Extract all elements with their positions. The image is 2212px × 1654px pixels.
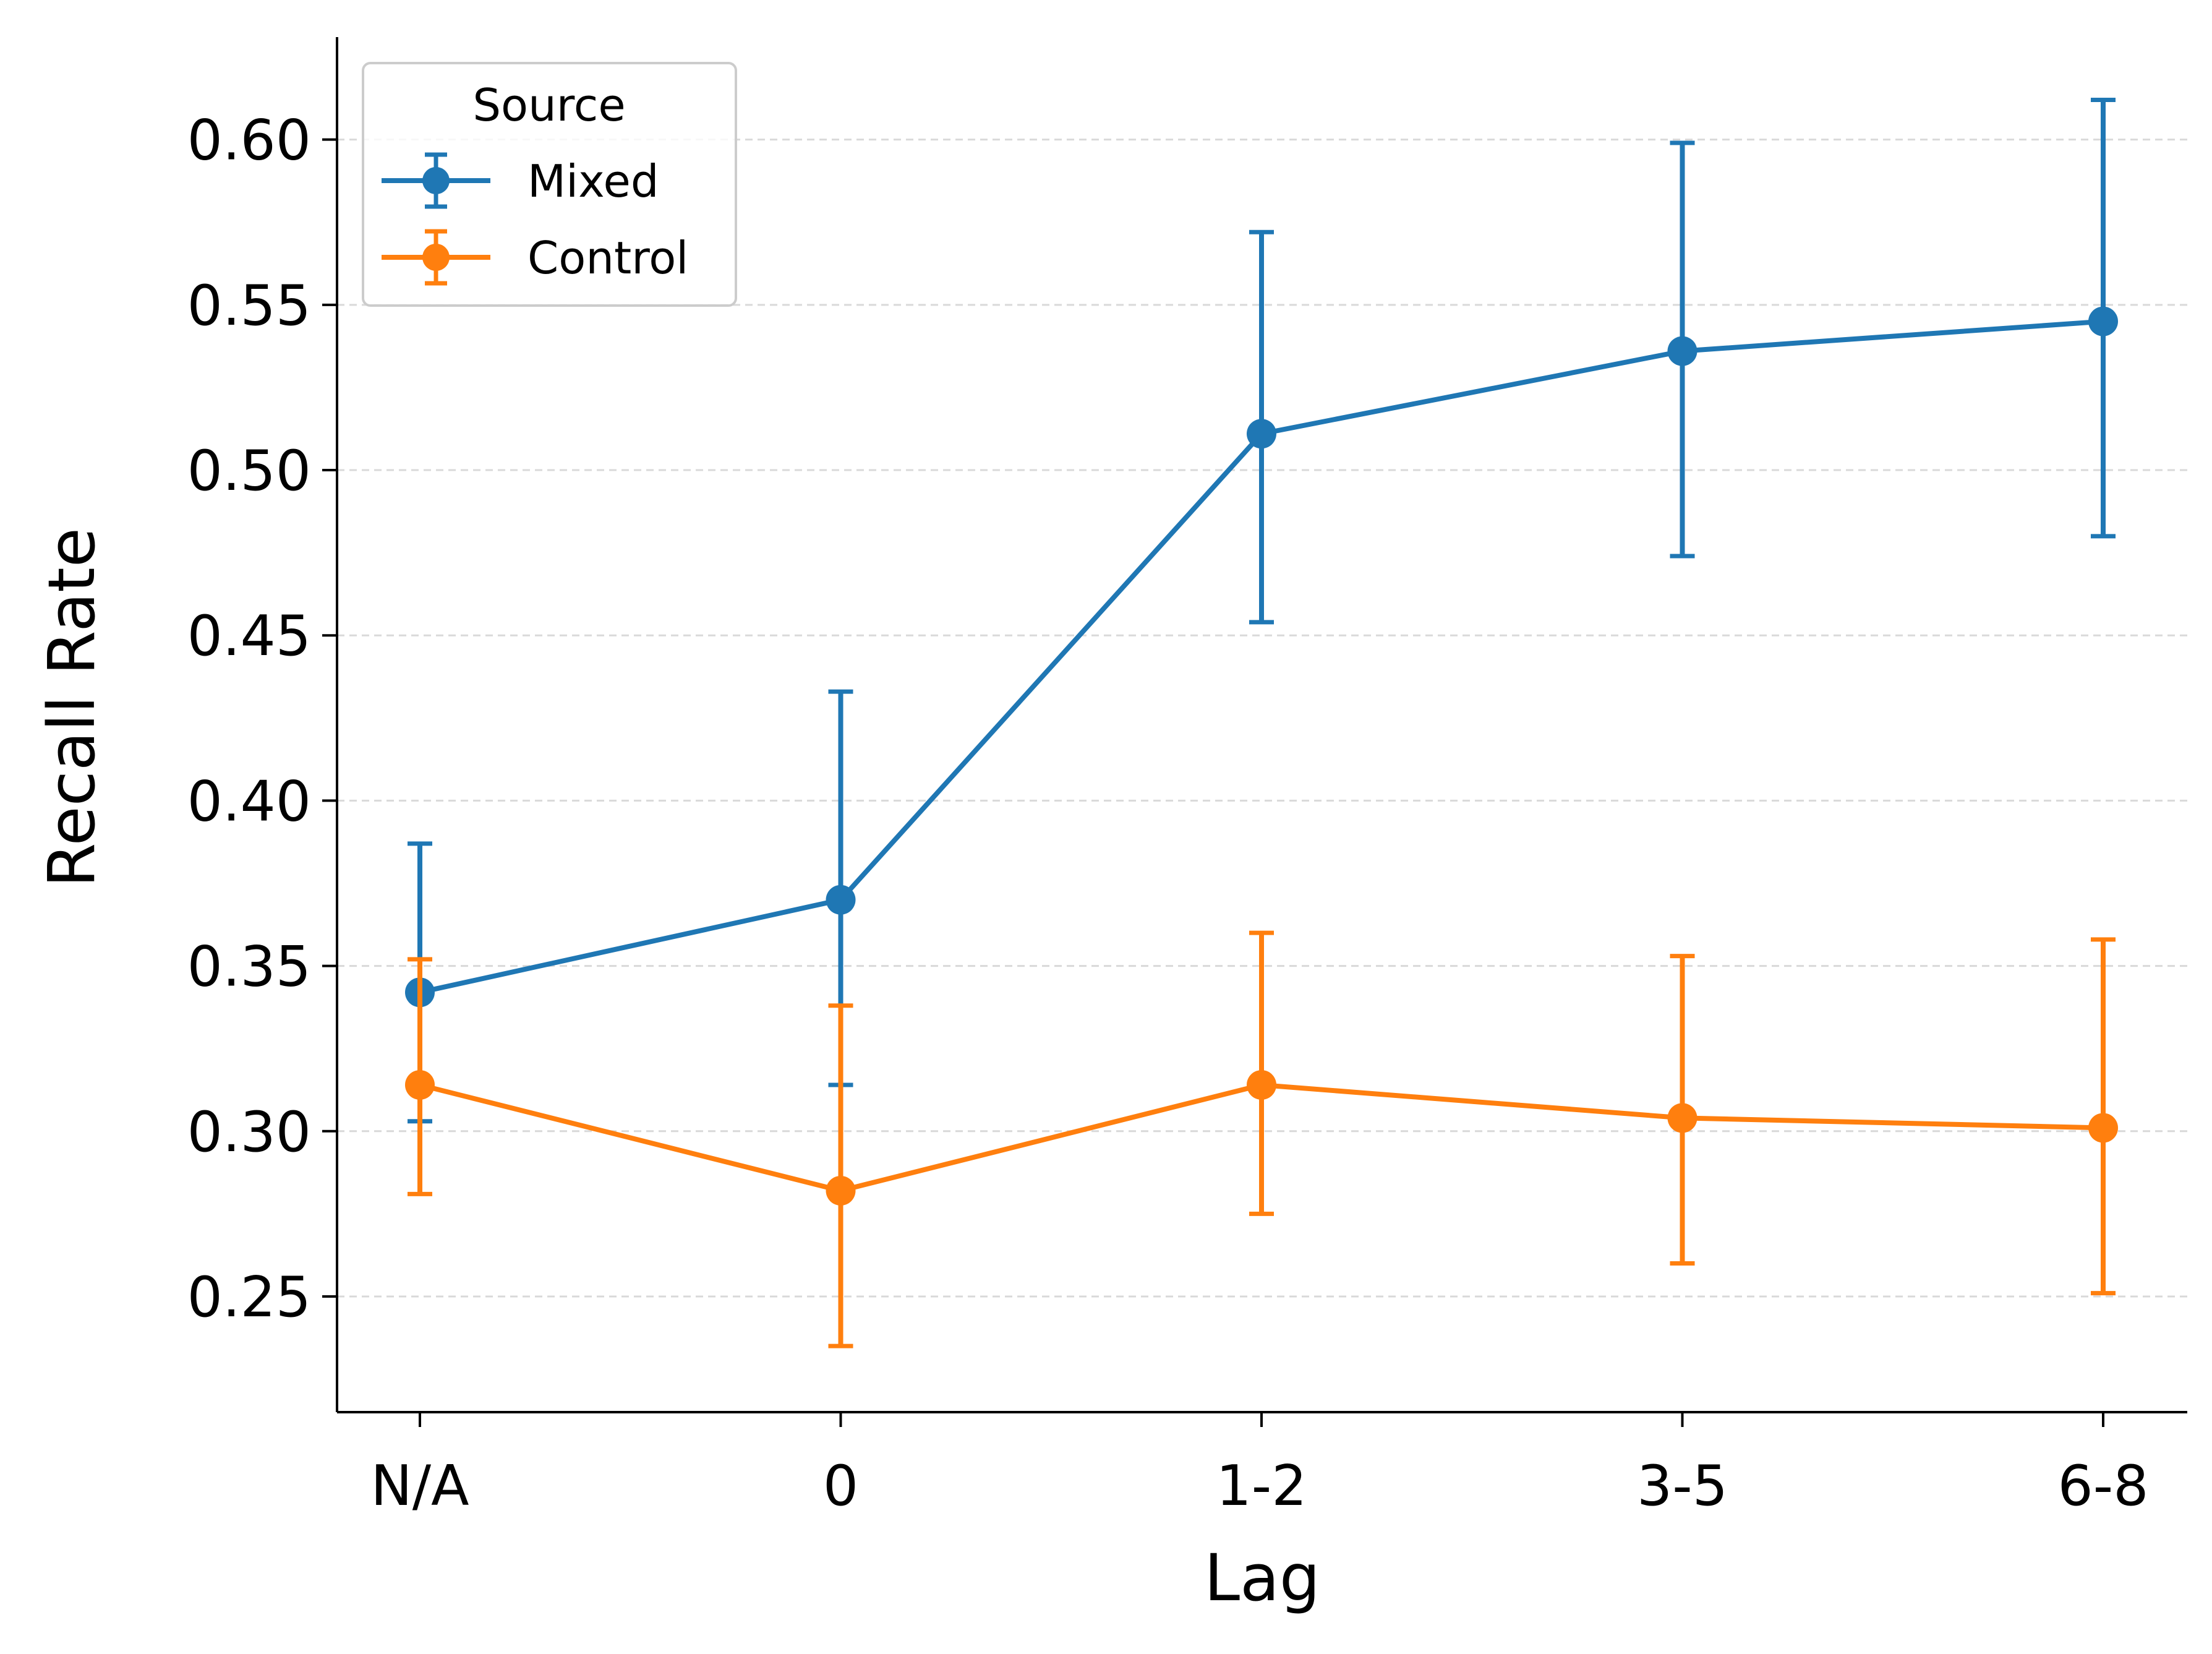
legend-swatch-marker <box>422 167 450 194</box>
data-point <box>1247 1069 1276 1100</box>
data-point <box>826 885 856 915</box>
data-point <box>1667 336 1697 366</box>
data-point <box>826 1175 856 1206</box>
legend-label: Mixed <box>527 155 659 207</box>
series-layer <box>405 98 2118 1348</box>
legend-item-control: Control <box>382 229 688 286</box>
x-tick-label: 1-2 <box>1216 1454 1307 1519</box>
y-axis-label: Recall Rate <box>34 528 109 888</box>
x-axis-label: Lag <box>1204 1540 1320 1616</box>
y-tick-label: 0.60 <box>187 108 311 173</box>
legend-item-mixed: Mixed <box>382 152 659 209</box>
legend-frame <box>362 62 737 307</box>
data-point <box>1667 1103 1697 1133</box>
data-point <box>405 1069 435 1100</box>
series-control <box>405 930 2118 1348</box>
y-tick-label: 0.30 <box>187 1100 311 1165</box>
y-axis-ticks: 0.25 0.30 0.35 0.40 0.45 0.50 0.55 0.60 <box>187 108 337 1330</box>
legend: Source Mixed Control <box>362 62 737 307</box>
legend-title: Source <box>472 79 625 131</box>
x-axis-ticks: N/A 0 1-2 3-5 6-8 <box>370 1412 2149 1519</box>
y-tick-label: 0.25 <box>187 1265 311 1330</box>
x-tick-label: 0 <box>823 1454 858 1519</box>
y-tick-label: 0.45 <box>187 604 311 669</box>
x-tick-label: 6-8 <box>2058 1454 2149 1519</box>
y-tick-label: 0.40 <box>187 769 311 834</box>
legend-label: Control <box>527 232 688 284</box>
y-tick-label: 0.55 <box>187 273 311 338</box>
x-tick-label: 3-5 <box>1637 1454 1728 1519</box>
data-point <box>1247 419 1276 449</box>
x-tick-label: N/A <box>370 1454 469 1519</box>
data-point <box>2088 306 2118 336</box>
legend-swatch-marker <box>422 244 450 271</box>
y-tick-label: 0.35 <box>187 935 311 1000</box>
y-tick-label: 0.50 <box>187 439 311 503</box>
legend-items: Mixed Control <box>382 152 688 286</box>
data-point <box>2088 1113 2118 1143</box>
